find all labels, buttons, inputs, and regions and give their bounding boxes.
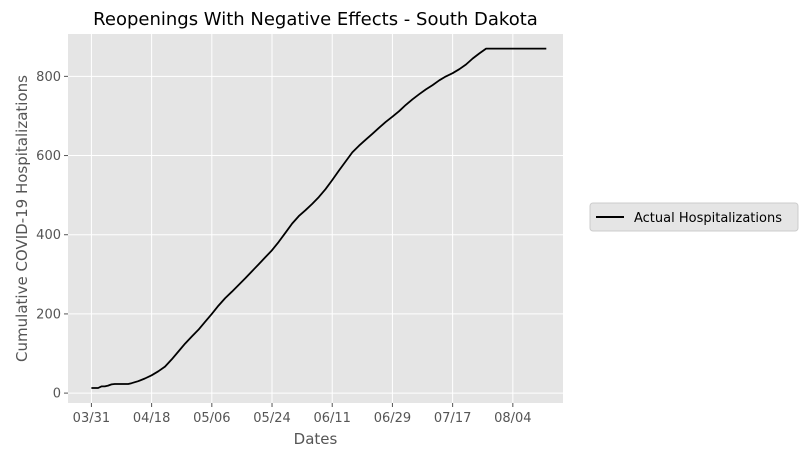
x-tick-label: 05/24	[253, 411, 290, 426]
x-tick-label: 03/31	[73, 411, 110, 426]
x-axis: 03/31 04/18 05/06 05/24 06/11 06/29 07/17 08/04	[73, 403, 532, 426]
y-tick-label: 200	[36, 307, 61, 322]
y-tick-label: 400	[36, 228, 61, 243]
chart-title: Reopenings With Negative Effects - South…	[93, 9, 538, 30]
legend: Actual Hospitalizations	[589, 202, 799, 232]
x-tick-label: 07/17	[434, 411, 471, 426]
legend-box	[589, 202, 799, 232]
x-tick-label: 06/29	[374, 411, 411, 426]
x-tick-label: 06/11	[313, 411, 350, 426]
y-tick-label: 0	[53, 387, 61, 402]
legend-label: Actual Hospitalizations	[634, 211, 782, 226]
y-axis-label: Cumulative COVID-19 Hospitalizations	[13, 75, 31, 362]
y-tick-label: 800	[36, 70, 61, 85]
x-tick-label: 08/04	[494, 411, 531, 426]
x-tick-label: 05/06	[193, 411, 230, 426]
grid	[68, 34, 563, 403]
plot-area	[68, 34, 563, 403]
series-lines	[91, 47, 547, 389]
x-axis-label: Dates	[294, 430, 338, 448]
y-tick-label: 600	[36, 149, 61, 164]
series-line-actual-hospitalizations	[91, 47, 547, 389]
x-tick-label: 04/18	[133, 411, 170, 426]
y-axis: 0 200 400 600 800	[36, 70, 68, 402]
